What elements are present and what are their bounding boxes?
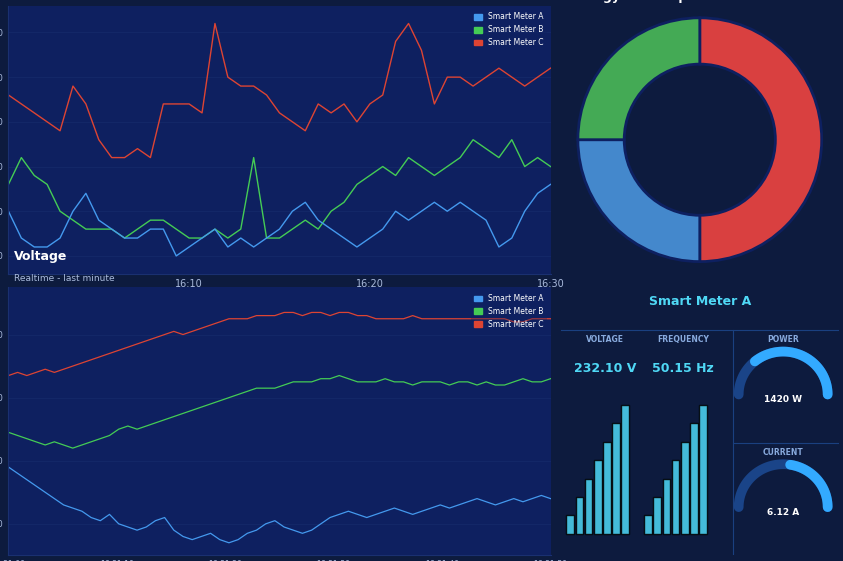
- FancyBboxPatch shape: [566, 516, 574, 534]
- FancyBboxPatch shape: [593, 460, 602, 534]
- FancyBboxPatch shape: [621, 405, 629, 534]
- Text: 1420 W: 1420 W: [765, 396, 803, 404]
- Text: 50.15 Hz: 50.15 Hz: [652, 362, 714, 375]
- Text: Energy consumption: Energy consumption: [571, 0, 715, 2]
- Text: Realtime - last 30 minutes: Realtime - last 30 minutes: [13, 0, 133, 1]
- Text: 6.12 A: 6.12 A: [767, 508, 799, 517]
- FancyBboxPatch shape: [690, 424, 698, 534]
- Text: 232.10 V: 232.10 V: [574, 362, 636, 375]
- FancyBboxPatch shape: [612, 424, 620, 534]
- FancyBboxPatch shape: [672, 460, 679, 534]
- FancyBboxPatch shape: [681, 442, 689, 534]
- Text: Smart Meter A: Smart Meter A: [648, 295, 751, 308]
- Legend: Smart Meter A, Smart Meter B, Smart Meter C: Smart Meter A, Smart Meter B, Smart Mete…: [471, 10, 547, 50]
- Text: VOLTAGE: VOLTAGE: [586, 335, 625, 344]
- Wedge shape: [700, 18, 822, 261]
- FancyBboxPatch shape: [663, 479, 670, 534]
- Wedge shape: [578, 140, 700, 261]
- Text: FREQUENCY: FREQUENCY: [658, 335, 709, 344]
- Text: POWER: POWER: [767, 335, 799, 344]
- FancyBboxPatch shape: [603, 442, 611, 534]
- FancyBboxPatch shape: [653, 497, 661, 534]
- Text: Voltage: Voltage: [13, 250, 67, 263]
- Legend: Smart Meter A, Smart Meter B, Smart Meter C: Smart Meter A, Smart Meter B, Smart Mete…: [471, 291, 547, 332]
- Text: Realtime - last minute: Realtime - last minute: [13, 274, 115, 283]
- FancyBboxPatch shape: [644, 516, 652, 534]
- Text: CURRENT: CURRENT: [763, 448, 803, 457]
- FancyBboxPatch shape: [585, 479, 593, 534]
- FancyBboxPatch shape: [699, 405, 707, 534]
- FancyBboxPatch shape: [576, 497, 583, 534]
- Wedge shape: [578, 18, 700, 140]
